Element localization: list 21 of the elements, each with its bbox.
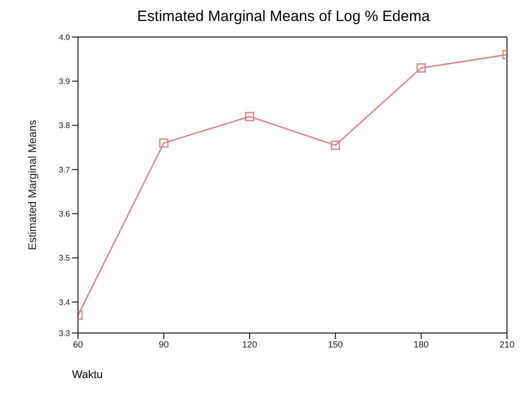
point xyxy=(416,63,426,73)
y-tick-label: 3.3 xyxy=(58,328,71,338)
y-axis-title: Estimated Marginal Means xyxy=(26,119,39,250)
y-tick-label: 3.9 xyxy=(58,77,71,86)
x-tick-label: 180 xyxy=(414,339,429,350)
y-tick-label: 3.6 xyxy=(58,210,71,219)
point xyxy=(330,140,340,150)
x-tick-label: 210 xyxy=(499,339,515,350)
x-tick-label: 60 xyxy=(72,339,84,350)
x-tick-label: 120 xyxy=(242,339,258,350)
x-axis-title: Waktu xyxy=(72,369,104,381)
point xyxy=(245,112,254,122)
x-tick-label: 90 xyxy=(158,339,169,350)
y-tick-label: 3.4 xyxy=(58,298,71,307)
chart-title: Estimated Marginal Means of Log % Edema xyxy=(136,8,431,25)
y-tick-label: 3.5 xyxy=(58,254,71,263)
y-tick-label: 3.7 xyxy=(58,165,71,174)
point xyxy=(159,138,168,148)
y-tick-label: 4.0 xyxy=(58,32,71,42)
y-tick-label: 3.8 xyxy=(58,121,71,130)
x-tick-label: 150 xyxy=(328,339,343,350)
